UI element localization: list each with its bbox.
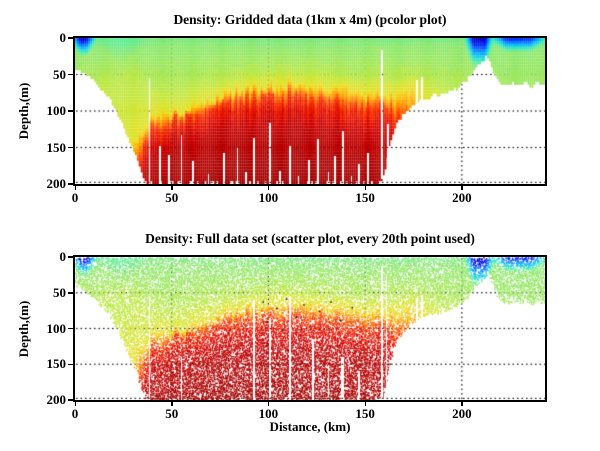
- x-tick-mark: [364, 186, 367, 190]
- x-tick-label: 0: [71, 406, 79, 421]
- y-tick-mark: [68, 363, 73, 365]
- y-tick-mark: [68, 73, 73, 76]
- x-tick-label: 50: [165, 190, 179, 205]
- y-tick-label: 200: [46, 176, 67, 191]
- y-tick-mark: [68, 183, 73, 185]
- x-tick-mark: [267, 186, 270, 190]
- x-axis-label: Distance, (km): [269, 419, 351, 434]
- x-tick-label: 150: [355, 190, 375, 205]
- x-tick-label: 150: [355, 406, 375, 421]
- x-tick-mark: [171, 186, 173, 190]
- pcolor-plot-canvas: [75, 38, 545, 184]
- y-tick-label: 100: [46, 103, 67, 118]
- x-tick-mark: [461, 186, 463, 190]
- scatter-plot-canvas: [75, 257, 545, 400]
- y-tick-label: 0: [59, 249, 67, 264]
- x-tick-label: 0: [71, 190, 79, 205]
- x-tick-label: 50: [165, 406, 179, 421]
- x-tick-label: 200: [452, 406, 472, 421]
- y-tick-mark: [68, 256, 73, 258]
- x-tick-label: 100: [258, 406, 279, 421]
- y-tick-label: 200: [46, 392, 67, 407]
- y-tick-mark: [68, 399, 73, 401]
- y-tick-mark: [68, 292, 73, 294]
- subplot1-title: Density: Gridded data (1km x 4m) (pcolor…: [173, 12, 447, 27]
- y-tick-label: 150: [46, 356, 67, 372]
- x-tick-mark: [74, 402, 76, 406]
- x-tick-label: 100: [258, 190, 279, 205]
- y-tick-mark: [68, 110, 73, 112]
- x-tick-mark: [364, 402, 367, 406]
- y-tick-label: 150: [46, 139, 67, 155]
- subplot1-axes-box: [73, 36, 547, 186]
- x-tick-mark: [171, 402, 173, 406]
- y-tick-mark: [68, 146, 73, 149]
- y-tick-label: 50: [53, 284, 66, 300]
- y-tick-mark: [68, 37, 73, 39]
- x-tick-mark: [267, 402, 270, 406]
- y-tick-mark: [68, 327, 73, 330]
- x-tick-mark: [461, 402, 463, 406]
- x-tick-mark: [74, 186, 76, 190]
- subplot2-axes-box: [73, 255, 547, 402]
- y-tick-label: 50: [53, 66, 66, 82]
- x-tick-label: 200: [452, 190, 472, 205]
- y-tick-label: 100: [46, 320, 67, 336]
- subplot2-title: Density: Full data set (scatter plot, ev…: [145, 231, 475, 246]
- y-tick-label: 0: [59, 30, 67, 45]
